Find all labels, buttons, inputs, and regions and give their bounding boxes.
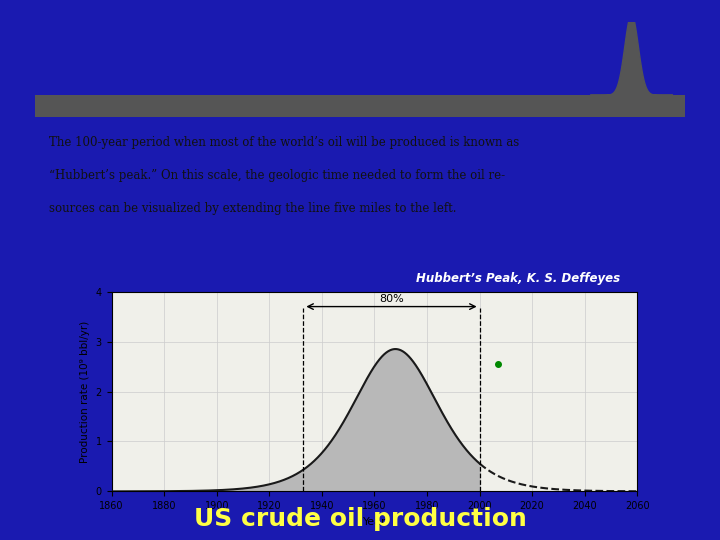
X-axis label: Year: Year: [363, 517, 386, 526]
Text: sources can be visualized by extending the line five miles to the left.: sources can be visualized by extending t…: [49, 202, 456, 215]
Text: The 100-year period when most of the world’s oil will be produced is known as: The 100-year period when most of the wor…: [49, 136, 519, 148]
Bar: [35, 95, 685, 117]
Text: “Hubbert’s peak.” On this scale, the geologic time needed to form the oil re-: “Hubbert’s peak.” On this scale, the geo…: [49, 169, 505, 182]
Y-axis label: Production rate (10⁹ bbl/yr): Production rate (10⁹ bbl/yr): [80, 320, 90, 463]
Text: Hubbert’s Peak, K. S. Deffeyes: Hubbert’s Peak, K. S. Deffeyes: [416, 272, 621, 285]
Text: US crude oil production: US crude oil production: [194, 508, 526, 531]
Text: 80%: 80%: [379, 294, 404, 304]
Polygon shape: [590, 15, 673, 95]
